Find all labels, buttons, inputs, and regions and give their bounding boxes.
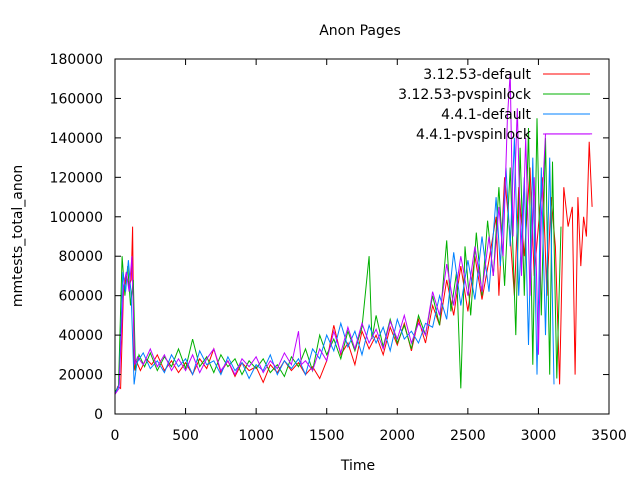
legend-label: 4.4.1-default: [441, 107, 531, 123]
series-line-2: [114, 118, 562, 393]
x-tick-label: 1000: [238, 428, 274, 444]
x-tick-label: 2000: [379, 428, 415, 444]
x-tick-label: 1500: [309, 428, 345, 444]
y-tick-label: 60000: [58, 289, 103, 305]
series-line-3: [114, 137, 555, 395]
y-tick-label: 80000: [58, 249, 103, 265]
tick-layer: 0 500 1000 1500 2000 2500 3000 3500 0 20000 40000 6…: [50, 52, 627, 444]
legend: 3.12.53-default 3.12.53-pvspinlock 4.4.1-d…: [398, 67, 590, 143]
y-axis-label: mmtests_total_anon: [10, 165, 26, 307]
y-tick-label: 140000: [50, 131, 103, 147]
x-tick-label: 2500: [450, 428, 486, 444]
y-tick-label: 0: [94, 407, 103, 423]
y-tick-label: 20000: [58, 368, 103, 384]
series-line-4: [114, 72, 593, 395]
y-tick-label: 100000: [50, 210, 103, 226]
y-tick-label: 120000: [50, 170, 103, 186]
x-tick-label: 3500: [591, 428, 627, 444]
series-layer: [114, 72, 593, 395]
legend-label: 4.4.1-pvspinlock: [416, 127, 532, 143]
x-tick-label: 3000: [521, 428, 557, 444]
x-tick-label: 500: [172, 428, 199, 444]
legend-label: 3.12.53-default: [423, 67, 531, 83]
y-tick-label: 160000: [50, 91, 103, 107]
y-tick-label: 180000: [50, 52, 103, 68]
plot-frame: [114, 58, 610, 415]
x-tick-label: 0: [111, 428, 120, 444]
x-axis-label: Time: [340, 458, 375, 474]
chart-title: Anon Pages: [319, 23, 401, 39]
legend-label: 3.12.53-pvspinlock: [398, 87, 532, 103]
y-tick-label: 40000: [58, 328, 103, 344]
